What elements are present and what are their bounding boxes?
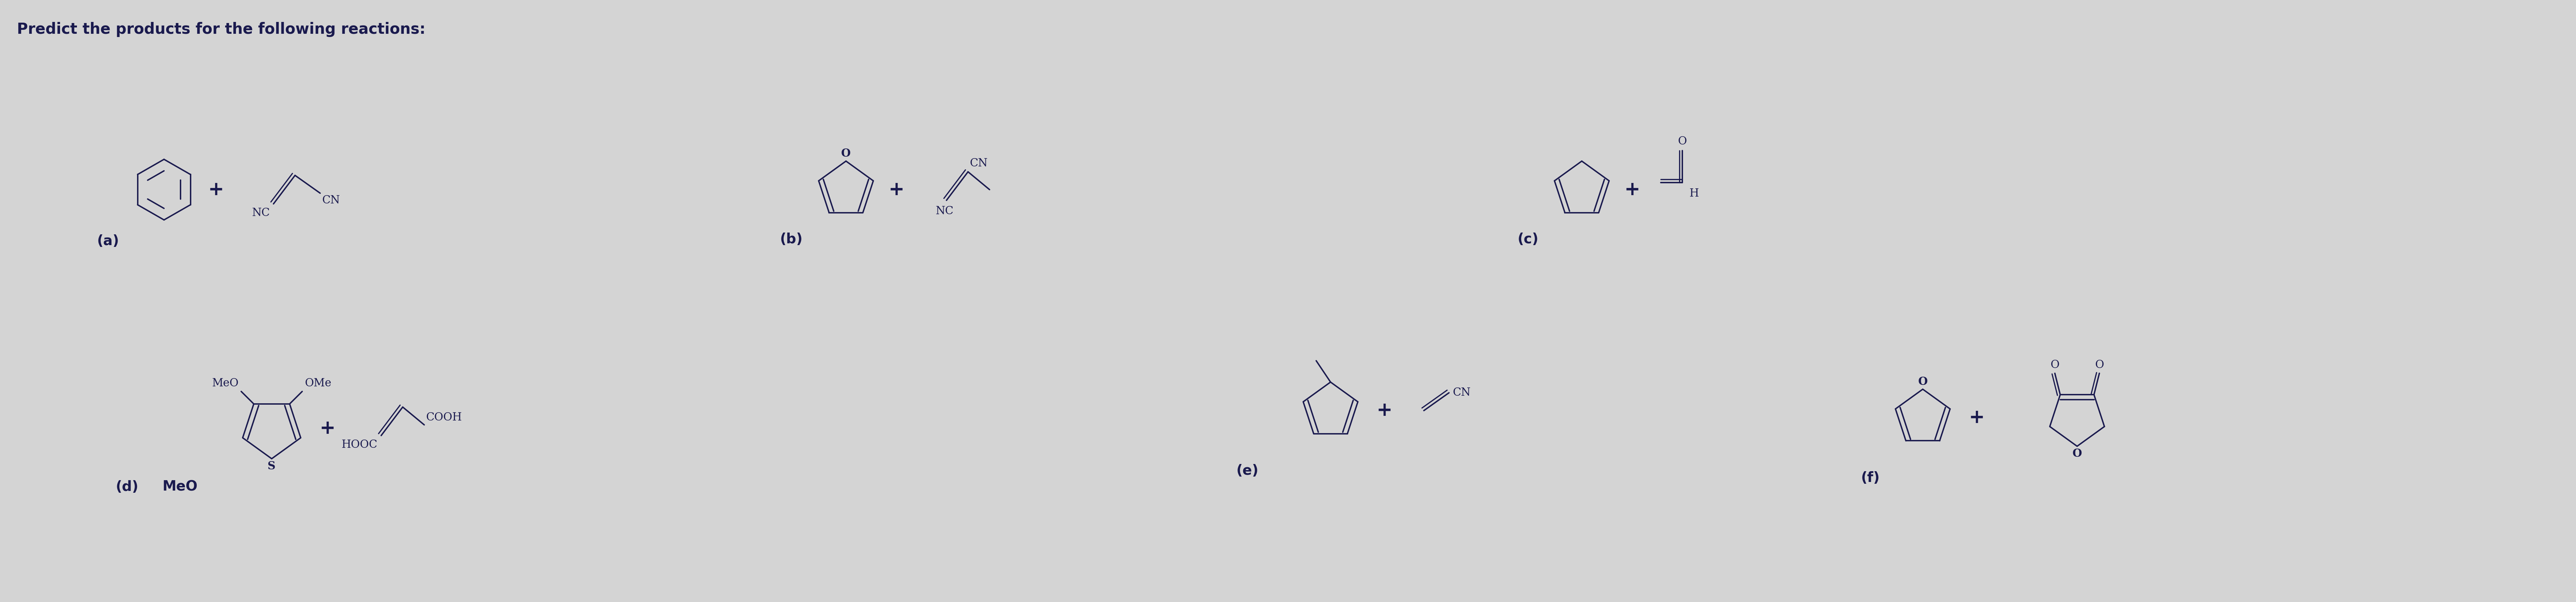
Text: H: H [1690, 188, 1700, 199]
Text: (c): (c) [1517, 232, 1538, 246]
Text: (b): (b) [781, 232, 804, 246]
Text: +: + [1968, 408, 1984, 427]
Text: CN: CN [1453, 387, 1471, 399]
Text: COOH: COOH [425, 412, 461, 423]
Text: O: O [2050, 359, 2058, 370]
Text: NC: NC [252, 208, 270, 219]
Text: NC: NC [935, 206, 953, 217]
Text: Predict the products for the following reactions:: Predict the products for the following r… [18, 22, 425, 37]
Text: (a): (a) [98, 234, 118, 248]
Text: (f): (f) [1860, 471, 1880, 485]
Text: (d): (d) [116, 480, 139, 494]
Text: MeO: MeO [162, 480, 198, 494]
Text: O: O [1919, 376, 1927, 388]
Text: OMe: OMe [304, 378, 332, 389]
Text: +: + [889, 180, 904, 199]
Text: (e): (e) [1236, 464, 1260, 478]
Text: +: + [1376, 402, 1394, 420]
Text: MeO: MeO [211, 378, 240, 389]
Text: O: O [842, 148, 850, 160]
Text: +: + [209, 180, 224, 199]
Text: HOOC: HOOC [343, 439, 379, 450]
Text: O: O [2094, 359, 2105, 370]
Text: +: + [1623, 180, 1641, 199]
Text: +: + [319, 419, 335, 438]
Text: S: S [268, 461, 276, 472]
Text: CN: CN [322, 195, 340, 206]
Text: O: O [1677, 135, 1687, 147]
Text: O: O [2071, 448, 2081, 459]
Text: CN: CN [969, 158, 987, 169]
